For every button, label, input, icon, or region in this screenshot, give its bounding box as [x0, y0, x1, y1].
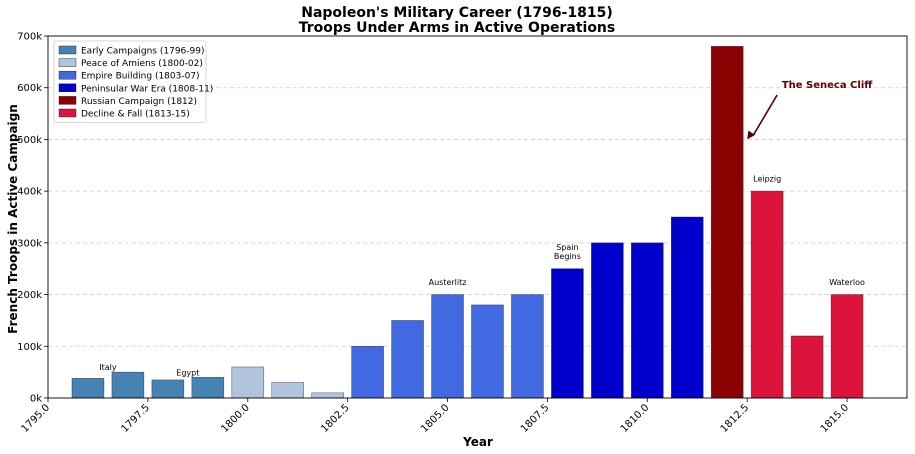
x-tick-label: 1795.0	[20, 402, 53, 435]
chart-subtitle: Troops Under Arms in Active Operations	[299, 20, 615, 36]
legend-swatch	[58, 96, 77, 105]
bar	[471, 304, 504, 399]
legend-label: Decline & Fall (1813-15)	[81, 110, 190, 120]
bar	[391, 320, 424, 399]
bar-annotation: Austerlitz	[429, 278, 467, 287]
cliff-arrowhead	[747, 130, 755, 140]
bar-annotation: Waterloo	[829, 278, 865, 287]
legend-label: Peace of Amiens (1800-02)	[81, 59, 203, 69]
y-tick-label: 0k	[30, 394, 42, 405]
bar	[750, 190, 784, 399]
legend-swatch	[58, 108, 77, 118]
x-tick-label: 1812.5	[719, 402, 752, 435]
x-tick-label: 1797.5	[119, 402, 152, 435]
legend-label: Peninsular War Era (1808-11)	[81, 84, 213, 94]
bar	[710, 46, 744, 399]
y-tick-label: 100k	[17, 342, 42, 353]
bar	[271, 382, 305, 399]
legend-swatch	[58, 45, 77, 55]
bar-annotation: Begins	[554, 252, 581, 261]
bar-annotation: Leipzig	[753, 174, 781, 183]
bar-layer	[71, 46, 864, 399]
x-axis-label: Year	[462, 435, 493, 449]
legend-swatch	[58, 83, 77, 93]
bar	[830, 294, 864, 399]
bar	[511, 294, 544, 399]
bar	[631, 242, 664, 399]
y-tick-label: 300k	[17, 238, 42, 249]
bar	[151, 379, 185, 399]
bar	[790, 335, 824, 399]
bar-annotation: Egypt	[176, 368, 199, 377]
x-tick-label: 1805.0	[419, 402, 452, 435]
y-tick-label: 700k	[17, 32, 42, 43]
cliff-annotation-text: The Seneca Cliff	[782, 80, 873, 91]
y-tick-label: 600k	[17, 83, 42, 94]
x-tick-label: 1800.0	[219, 402, 252, 435]
bar	[551, 268, 584, 399]
bar	[231, 366, 265, 399]
y-axis-label: French Troops in Active Campaign	[6, 104, 20, 334]
legend-label: Early Campaigns (1796-99)	[81, 47, 204, 57]
bar	[191, 377, 225, 399]
bar-annotation: Italy	[99, 363, 117, 372]
bar	[311, 392, 344, 399]
cliff-annotation-arrow	[752, 94, 778, 136]
bar	[351, 345, 384, 399]
bar	[431, 294, 464, 399]
bar	[591, 242, 624, 399]
y-tick-label: 400k	[17, 187, 42, 198]
x-tick-label: 1815.0	[819, 402, 852, 435]
legend-box	[53, 40, 207, 123]
legend: Early Campaigns (1796-99) Peace of Amiens…	[53, 40, 213, 123]
bar	[111, 371, 145, 399]
legend-swatch	[58, 58, 77, 67]
bar	[71, 378, 105, 399]
x-tick-label: 1810.0	[619, 402, 652, 435]
y-tick-label: 200k	[17, 290, 42, 301]
chart-title: Napoleon's Military Career (1796-1815)	[301, 5, 612, 21]
legend-label: Empire Building (1803-07)	[81, 72, 200, 82]
y-tick-label: 500k	[17, 135, 42, 146]
bar	[670, 216, 704, 399]
x-tick-label: 1807.5	[519, 402, 552, 435]
bar-annotation: Spain	[556, 243, 578, 252]
legend-swatch	[58, 70, 77, 80]
plot-frame	[47, 35, 908, 399]
legend-label: Russian Campaign (1812)	[81, 97, 197, 107]
x-tick-label: 1802.5	[319, 402, 352, 435]
